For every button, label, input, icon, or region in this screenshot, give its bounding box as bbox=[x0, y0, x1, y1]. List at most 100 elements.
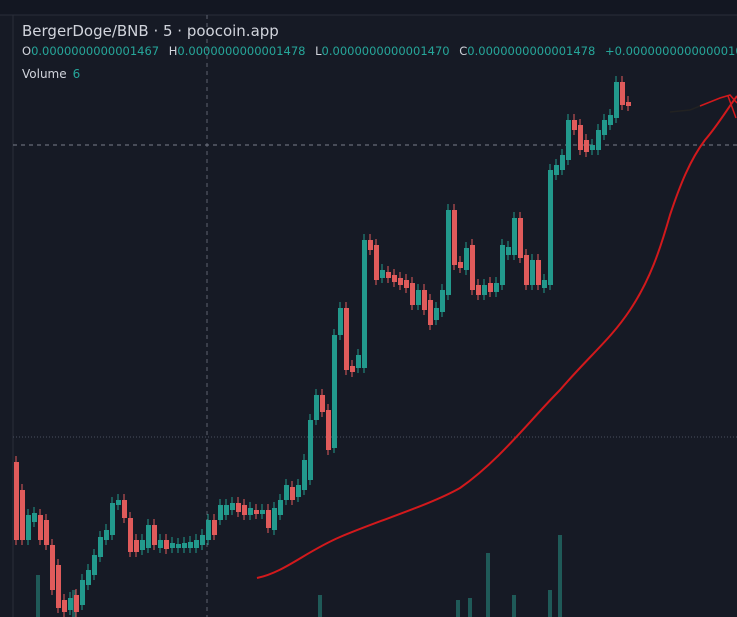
candle-body bbox=[554, 165, 559, 175]
candle-body bbox=[530, 260, 535, 285]
candle-body bbox=[236, 503, 241, 512]
candle-body bbox=[74, 595, 79, 612]
candle-body bbox=[440, 290, 445, 312]
symbol-title: BergerDoge/BNB · 5 · poocoin.app bbox=[22, 22, 279, 40]
candle-body bbox=[242, 505, 247, 515]
candle-body bbox=[68, 598, 73, 610]
candle-body bbox=[290, 487, 295, 500]
candle-body bbox=[338, 308, 343, 335]
candle-body bbox=[116, 500, 121, 505]
candle-body bbox=[446, 210, 451, 295]
candle-body bbox=[566, 120, 571, 160]
candle-body bbox=[452, 210, 457, 265]
candle-body bbox=[620, 82, 625, 105]
candle-body bbox=[590, 145, 595, 150]
candle-body bbox=[356, 355, 361, 368]
ohlc-value: 0.0000000000001470 bbox=[321, 44, 450, 58]
candle-body bbox=[122, 500, 127, 518]
candle-body bbox=[14, 462, 19, 540]
ohlc-value: 0.0000000000001478 bbox=[467, 44, 596, 58]
candle-body bbox=[38, 515, 43, 540]
top-bar bbox=[0, 0, 737, 15]
volume-value: 6 bbox=[72, 67, 81, 81]
drawing-line bbox=[669, 105, 701, 113]
candle-body bbox=[32, 513, 37, 522]
candle-body bbox=[350, 366, 355, 372]
volume-bar bbox=[548, 590, 552, 617]
candle-body bbox=[146, 525, 151, 548]
moving-average bbox=[256, 95, 737, 579]
candle-body bbox=[470, 245, 475, 290]
candle-body bbox=[410, 283, 415, 305]
volume-bar bbox=[36, 575, 40, 617]
candle-body bbox=[308, 420, 313, 480]
candle-body bbox=[62, 600, 67, 612]
candle-body bbox=[506, 247, 511, 255]
candle-body bbox=[92, 555, 97, 575]
candle-body bbox=[164, 540, 169, 549]
candle-body bbox=[140, 540, 145, 550]
candle-body bbox=[170, 543, 175, 548]
candle-body bbox=[110, 503, 115, 535]
change: +0.0000000000000010 (+0.70%) bbox=[604, 44, 737, 58]
ohlc-label: C bbox=[459, 44, 468, 58]
candle-body bbox=[50, 545, 55, 590]
candle-body bbox=[560, 155, 565, 170]
candle-body bbox=[392, 275, 397, 282]
candle-body bbox=[536, 260, 541, 285]
volume-bar bbox=[318, 595, 322, 617]
volume-bar bbox=[468, 598, 472, 617]
candle-body bbox=[104, 530, 109, 540]
ohlc-value: 0.0000000000001478 bbox=[177, 44, 306, 58]
candle-body bbox=[188, 542, 193, 548]
candle-body bbox=[482, 285, 487, 295]
candle-body bbox=[44, 520, 49, 545]
ohlc-label: O bbox=[22, 44, 32, 58]
candle-body bbox=[152, 525, 157, 545]
candle-body bbox=[488, 283, 493, 292]
candle-body bbox=[608, 115, 613, 125]
candle-body bbox=[284, 485, 289, 500]
candle-body bbox=[194, 540, 199, 548]
candle-body bbox=[464, 248, 469, 270]
candle-body bbox=[218, 505, 223, 520]
volume-legend: Volume 6 bbox=[22, 67, 80, 81]
candle-body bbox=[380, 270, 385, 278]
candle-body bbox=[500, 245, 505, 285]
candle-body bbox=[272, 508, 277, 530]
candle-body bbox=[494, 283, 499, 292]
candle-body bbox=[524, 255, 529, 285]
candle-body bbox=[128, 518, 133, 552]
candle-body bbox=[200, 535, 205, 545]
volume-bar bbox=[456, 600, 460, 617]
candle-body bbox=[386, 272, 391, 278]
candle-body bbox=[404, 280, 409, 288]
candle-body bbox=[212, 520, 217, 535]
candle-body bbox=[182, 543, 187, 548]
candle-body bbox=[254, 510, 259, 514]
candles bbox=[14, 76, 631, 617]
candle-body bbox=[260, 510, 265, 514]
candle-body bbox=[314, 395, 319, 420]
candle-body bbox=[398, 278, 403, 285]
volume-bars bbox=[36, 535, 562, 617]
candle-body bbox=[584, 140, 589, 152]
candle-body bbox=[296, 485, 301, 497]
candle-body bbox=[374, 245, 379, 280]
candle-body bbox=[548, 170, 553, 285]
candle-body bbox=[20, 490, 25, 540]
candle-body bbox=[302, 460, 307, 490]
candle-body bbox=[278, 500, 283, 515]
candle-body bbox=[626, 102, 631, 106]
candle-body bbox=[266, 510, 271, 528]
ohlc-value: 0.0000000000001467 bbox=[31, 44, 160, 58]
candle-body bbox=[416, 290, 421, 305]
ohlc-label: H bbox=[168, 44, 178, 58]
candle-body bbox=[542, 280, 547, 288]
candle-body bbox=[458, 262, 463, 268]
candle-body bbox=[518, 218, 523, 258]
candle-body bbox=[134, 540, 139, 552]
candle-body bbox=[80, 580, 85, 605]
